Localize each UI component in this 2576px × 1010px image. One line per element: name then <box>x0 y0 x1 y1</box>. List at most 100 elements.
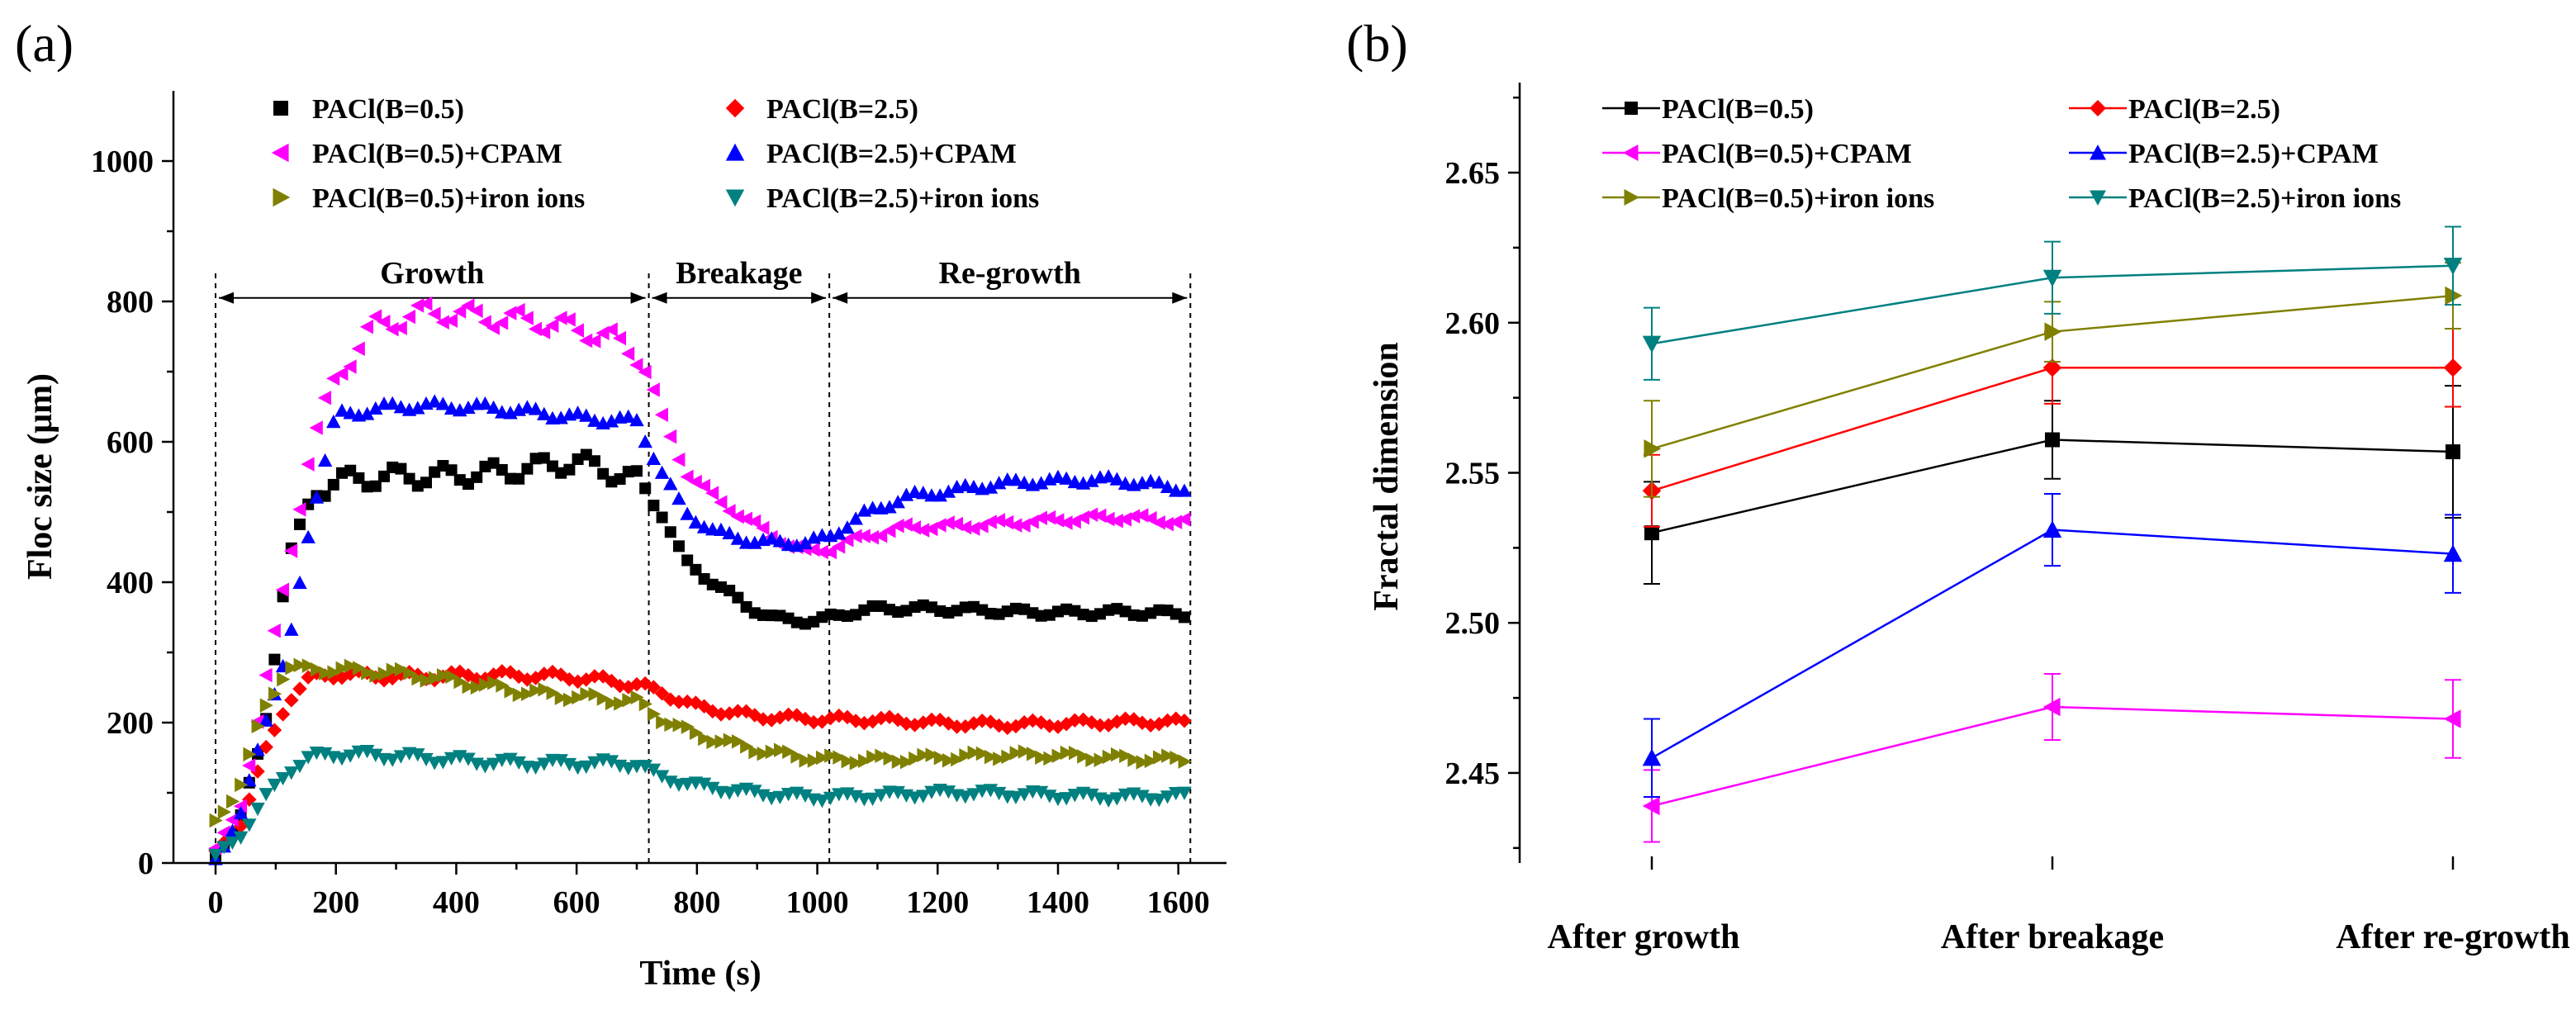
data-point <box>823 544 837 560</box>
data-point <box>319 666 333 680</box>
legend-label: PACl(B=0.5)+iron ions <box>312 183 585 214</box>
data-point <box>714 522 728 536</box>
data-point <box>462 679 476 695</box>
data-point <box>495 315 509 330</box>
data-point <box>1117 476 1133 490</box>
data-point <box>579 408 594 422</box>
data-point <box>1169 750 1184 766</box>
y-tick-label: 400 <box>107 566 154 600</box>
data-point <box>301 457 315 472</box>
data-point <box>208 848 223 862</box>
data-point <box>419 752 434 767</box>
data-point <box>495 664 510 679</box>
legend-label: PACl(B=2.5)+iron ions <box>2128 183 2401 214</box>
data-point <box>511 756 526 771</box>
data-point <box>537 406 552 420</box>
data-point <box>780 707 796 723</box>
data-point <box>1101 794 1116 808</box>
data-point <box>369 480 382 492</box>
data-point <box>461 400 476 415</box>
data-point <box>335 661 349 676</box>
data-point <box>1119 748 1133 763</box>
data-point <box>225 794 240 809</box>
data-point <box>334 366 349 382</box>
data-point <box>444 401 459 415</box>
x-category-label: After re-growth <box>2336 918 2569 956</box>
data-point <box>292 760 307 774</box>
data-point <box>1127 752 1141 767</box>
data-point <box>975 714 989 728</box>
data-point <box>2042 269 2062 287</box>
data-point <box>1077 749 1091 764</box>
data-point <box>706 734 720 750</box>
data-point <box>284 693 299 708</box>
data-point <box>292 681 307 696</box>
data-point <box>259 713 273 727</box>
data-point <box>528 401 543 415</box>
data-point <box>471 471 483 483</box>
data-point <box>690 563 702 576</box>
data-point <box>292 575 307 590</box>
data-point <box>806 714 821 730</box>
data-point <box>638 364 652 380</box>
data-point <box>369 668 383 683</box>
data-point <box>722 504 736 519</box>
data-point <box>477 760 493 774</box>
data-point <box>671 452 686 467</box>
x-tick-label: 400 <box>433 885 480 920</box>
series-PACl(B=2.5)+CPAM <box>208 394 1192 865</box>
data-point <box>359 406 375 420</box>
data-point <box>570 405 586 420</box>
data-point <box>883 751 897 766</box>
data-point <box>427 394 442 408</box>
data-point <box>629 358 643 372</box>
data-point <box>225 813 239 827</box>
phase-arrowhead-right <box>1172 292 1188 304</box>
data-point <box>680 469 694 485</box>
phase-arrowhead-left <box>219 292 234 304</box>
data-point <box>899 754 914 770</box>
data-point <box>2443 544 2463 562</box>
data-point <box>528 761 543 775</box>
data-point <box>705 781 720 795</box>
data-point <box>410 748 425 762</box>
data-point <box>629 412 644 427</box>
x-category-label: After growth <box>1548 918 1740 956</box>
data-point <box>663 429 677 444</box>
data-point <box>512 687 526 703</box>
x-tick-label: 1000 <box>786 885 849 920</box>
data-point <box>420 673 434 688</box>
data-point <box>807 753 821 768</box>
data-point <box>622 693 636 708</box>
data-point <box>2045 432 2060 448</box>
data-point <box>698 731 712 747</box>
data-point <box>359 745 375 759</box>
data-point <box>983 514 997 529</box>
legend-label: PACl(B=2.5) <box>766 94 918 125</box>
data-point <box>647 706 662 722</box>
data-point <box>958 519 972 535</box>
data-point <box>764 531 779 545</box>
series-PACl(B=0.5) <box>1644 385 2461 585</box>
data-point <box>519 400 535 414</box>
data-point <box>242 773 257 787</box>
data-point <box>908 751 923 766</box>
data-point <box>428 671 442 685</box>
data-point <box>1001 749 1015 765</box>
data-point <box>554 690 568 705</box>
data-point <box>435 315 449 330</box>
data-point <box>604 322 618 337</box>
data-point <box>714 734 728 749</box>
data-point <box>984 749 999 765</box>
data-point <box>865 529 880 545</box>
data-point <box>2042 358 2062 377</box>
data-point <box>1059 515 1073 530</box>
data-point <box>444 752 459 766</box>
data-point <box>1144 753 1158 769</box>
data-point <box>579 760 594 775</box>
data-point <box>680 694 695 709</box>
legend-label: PACl(B=2.5)+iron ions <box>766 183 1039 214</box>
data-point <box>891 754 905 770</box>
series-PACl(B=0.5)+iron ions <box>209 657 1192 828</box>
